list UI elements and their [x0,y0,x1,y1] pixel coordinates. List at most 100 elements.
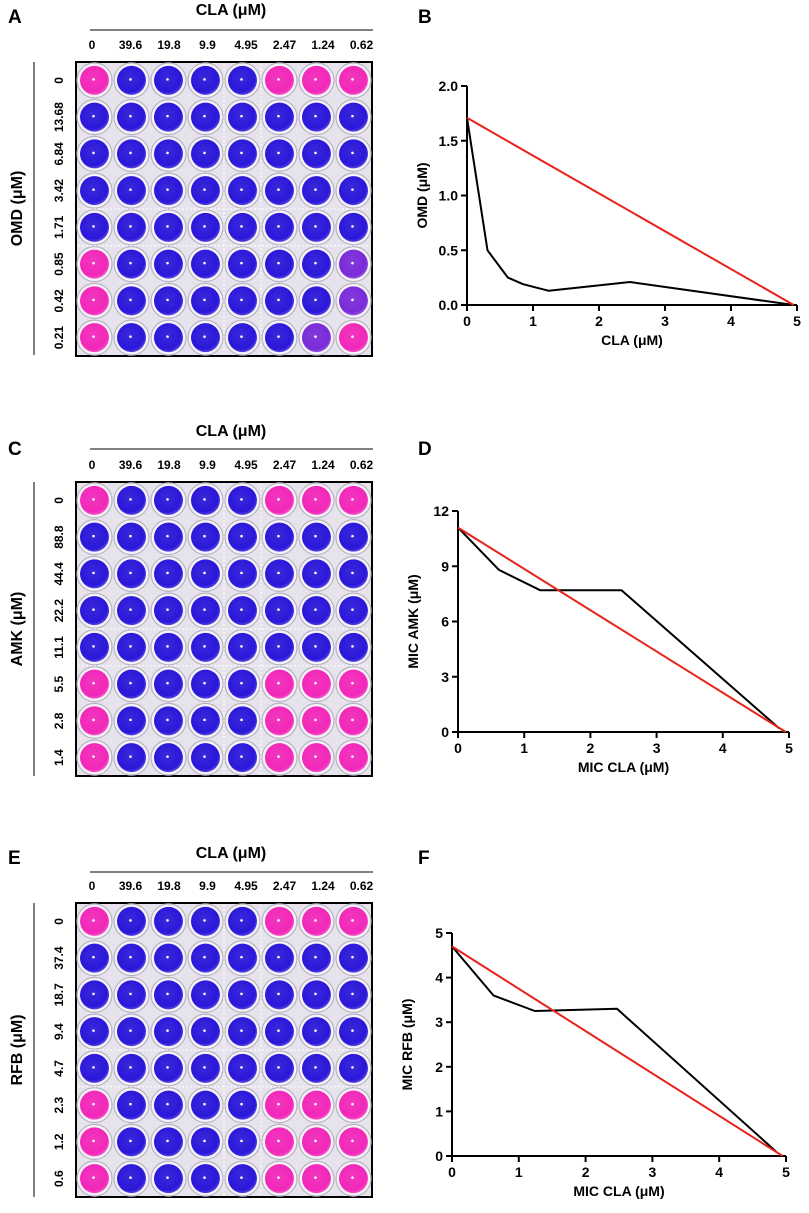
well [117,559,146,589]
row-label: 11.1 [52,636,66,659]
well [191,65,220,95]
well-glare [240,114,243,118]
well-glare [129,608,132,611]
row-label: 0 [52,77,66,84]
well-glare [351,188,354,191]
well [191,559,220,589]
well-glare [129,534,132,538]
y-tick-label: 3 [435,1014,443,1030]
well-glare [92,114,95,118]
well-glare [92,1176,95,1179]
y-tick-label: 12 [433,503,449,519]
well [191,485,220,515]
well-glare [203,78,206,81]
well-glare [129,919,132,922]
well-glare [203,298,206,302]
well-glare [92,188,95,191]
well [302,249,331,279]
well-glare [129,498,132,501]
well-glare [92,1029,95,1032]
well-glare [277,261,280,265]
well-glare [314,151,317,155]
well [228,596,257,626]
y-tick-label: 0.0 [439,297,459,313]
well [265,980,294,1010]
well [191,743,220,773]
well-glare [92,225,95,228]
well-glare [129,151,132,155]
well [302,906,331,936]
well [265,65,294,95]
cla-axis-title: CLA (μM) [196,845,267,862]
well [228,669,257,699]
well-glare [240,225,243,228]
well-glare [314,335,317,338]
y-tick-label: 0.5 [439,242,459,258]
well-glare [277,151,280,155]
column-label: 2.47 [273,38,297,52]
well-glare [129,718,132,722]
well [80,485,109,515]
row-label: 9.4 [52,1023,66,1040]
well-glare [166,335,169,338]
well-glare [277,1176,280,1179]
well [302,212,331,242]
well-glare [351,534,354,538]
well [154,1017,183,1047]
well-glare [277,188,280,191]
panel-c: C CLA (μM) 0 39.6 19.8 9.9 4.95 2.47 1.24 0.62 0 88… [8,423,374,777]
well-glare [203,151,206,155]
x-tick-label: 5 [793,313,801,329]
well-glare [240,1139,243,1143]
well [339,1164,368,1194]
well [191,1090,220,1120]
well [265,212,294,242]
well [117,596,146,626]
well [302,286,331,316]
well [80,669,109,699]
well-glare [92,1066,95,1069]
well [265,669,294,699]
well [339,943,368,973]
well [80,176,109,206]
well [117,485,146,515]
well [339,139,368,169]
well [339,286,368,316]
well [228,323,257,353]
well [191,943,220,973]
well [339,485,368,515]
well [154,980,183,1010]
well [191,1053,220,1083]
column-label: 0 [89,38,96,52]
well [191,1127,220,1157]
well [228,102,257,132]
x-tick-label: 3 [649,1164,657,1180]
row-label: 37.4 [52,946,66,970]
well-glare [351,992,354,996]
well-glare [129,114,132,118]
well [117,1017,146,1047]
well [80,1017,109,1047]
well [154,743,183,773]
well [228,943,257,973]
well-glare [314,645,317,648]
well-glare [129,1102,132,1106]
well-glare [314,919,317,922]
column-label: 0 [89,458,96,472]
well [117,1164,146,1194]
well [154,249,183,279]
y-axis-title: OMD (μM) [414,162,430,228]
well-glare [203,955,206,959]
well [302,632,331,662]
well [265,1053,294,1083]
well-glare [314,261,317,265]
row-label: 0 [52,918,66,925]
well-glare [92,571,95,575]
row-axis-title: OMD (μM) [9,171,26,247]
well-glare [277,1029,280,1032]
column-label: 4.95 [234,38,258,52]
well [265,559,294,589]
well [265,943,294,973]
well [117,212,146,242]
well [191,102,220,132]
